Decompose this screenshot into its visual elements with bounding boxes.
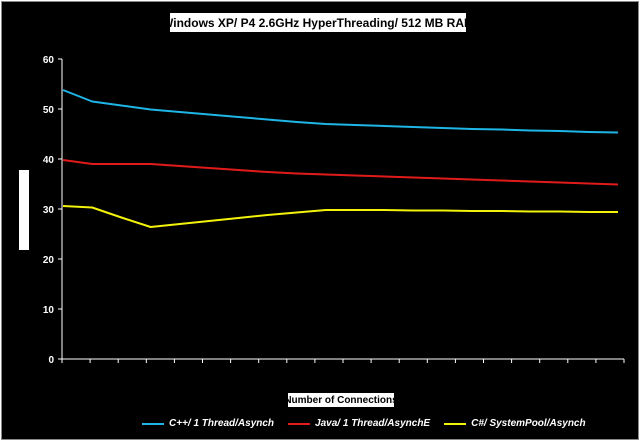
legend-label-java: Java/ 1 Thread/AsynchE <box>315 418 431 429</box>
chart-legend: C++/ 1 Thread/Asynch Java/ 1 Thread/Asyn… <box>142 418 600 429</box>
legend-swatch-cpp <box>142 422 164 425</box>
y-tick-label: 0 <box>48 355 54 366</box>
legend-label-csharp: C#/ SystemPool/Asynch <box>471 418 586 429</box>
legend-swatch-java <box>288 422 311 425</box>
series-line-0 <box>62 89 619 134</box>
chart-title: Windows XP/ P4 2.6GHz HyperThreading/ 51… <box>162 12 474 33</box>
legend-label-cpp: C++/ 1 Thread/Asynch <box>169 418 275 429</box>
legend-item-java: Java/ 1 Thread/AsynchE <box>288 418 430 429</box>
y-tick-label: 20 <box>43 255 55 266</box>
legend-item-cpp: C++/ 1 Thread/Asynch <box>142 418 274 429</box>
y-axis-label-box <box>19 170 29 250</box>
series-line-1 <box>62 159 619 186</box>
x-axis-label: Number of Connections <box>284 393 398 407</box>
series-line-2 <box>62 205 618 228</box>
y-tick-label: 30 <box>43 205 55 216</box>
y-tick-label: 60 <box>43 55 55 66</box>
legend-item-csharp: C#/ SystemPool/Asynch <box>444 418 586 429</box>
y-tick-label: 10 <box>43 305 55 316</box>
y-tick-label: 40 <box>43 155 55 166</box>
y-tick-label: 50 <box>43 105 55 116</box>
legend-swatch-csharp <box>444 422 467 425</box>
